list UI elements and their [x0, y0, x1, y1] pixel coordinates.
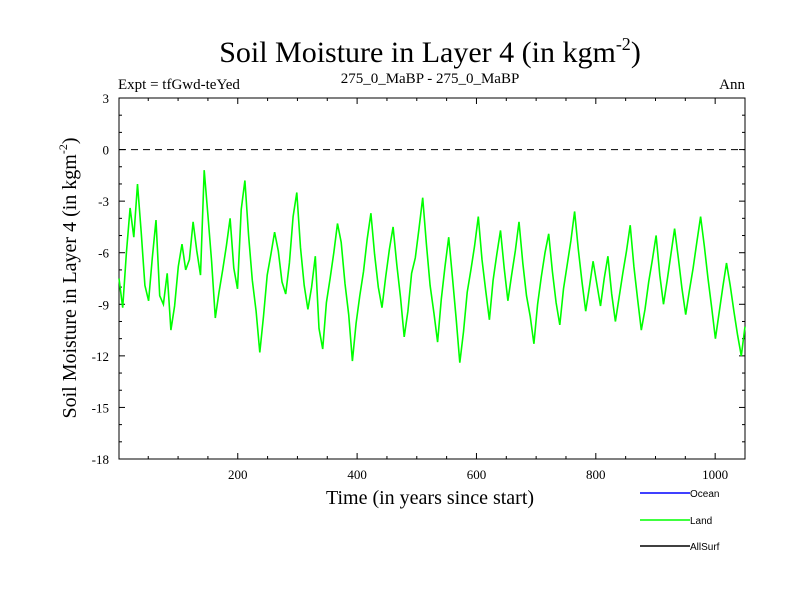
y-tick-label: -15 — [92, 400, 109, 415]
y-axis-label-superscript: -2 — [56, 144, 70, 154]
subtitle-season: Ann — [719, 77, 745, 93]
y-axis-label-main: Soil Moisture in Layer 4 (in kgm — [59, 154, 81, 419]
x-tick-label: 600 — [467, 467, 487, 482]
chart-title-close: ) — [631, 36, 641, 69]
x-tick-label: 1000 — [702, 467, 728, 482]
chart-title-main: Soil Moisture in Layer 4 (in kgm — [219, 36, 616, 69]
y-tick-label: -3 — [98, 194, 109, 209]
legend-label-allsurf: AllSurf — [690, 542, 720, 553]
y-axis-ticks: 3 0 -3 -6 -9 -12 -15 -18 — [92, 91, 745, 467]
x-axis-ticks: 200 400 600 800 1000 — [147, 98, 728, 482]
legend-label-ocean: Ocean — [690, 489, 719, 500]
y-axis-label: Soil Moisture in Layer 4 (in kgm-2) — [56, 137, 81, 418]
series-line-land — [118, 170, 746, 363]
subtitle-period: 275_0_MaBP - 275_0_MaBP — [341, 71, 520, 87]
x-tick-label: 400 — [347, 467, 367, 482]
y-tick-label: 0 — [103, 143, 110, 158]
x-tick-label: 200 — [228, 467, 248, 482]
y-axis-label-close: ) — [59, 137, 81, 144]
subtitle-experiment: Expt = tfGwd-teYed — [118, 77, 240, 93]
x-tick-label: 800 — [586, 467, 606, 482]
legend: Ocean Land AllSurf — [640, 489, 720, 553]
legend-label-land: Land — [690, 516, 712, 527]
y-tick-label: -12 — [92, 349, 109, 364]
y-tick-label: 3 — [103, 91, 110, 106]
y-tick-label: -18 — [92, 452, 109, 467]
chart-title-superscript: -2 — [616, 34, 631, 54]
data-series — [118, 170, 746, 363]
y-tick-label: -9 — [98, 297, 109, 312]
y-tick-label: -6 — [98, 246, 109, 261]
chart-title: Soil Moisture in Layer 4 (in kgm-2) — [219, 34, 641, 69]
x-axis-label: Time (in years since start) — [326, 487, 534, 509]
